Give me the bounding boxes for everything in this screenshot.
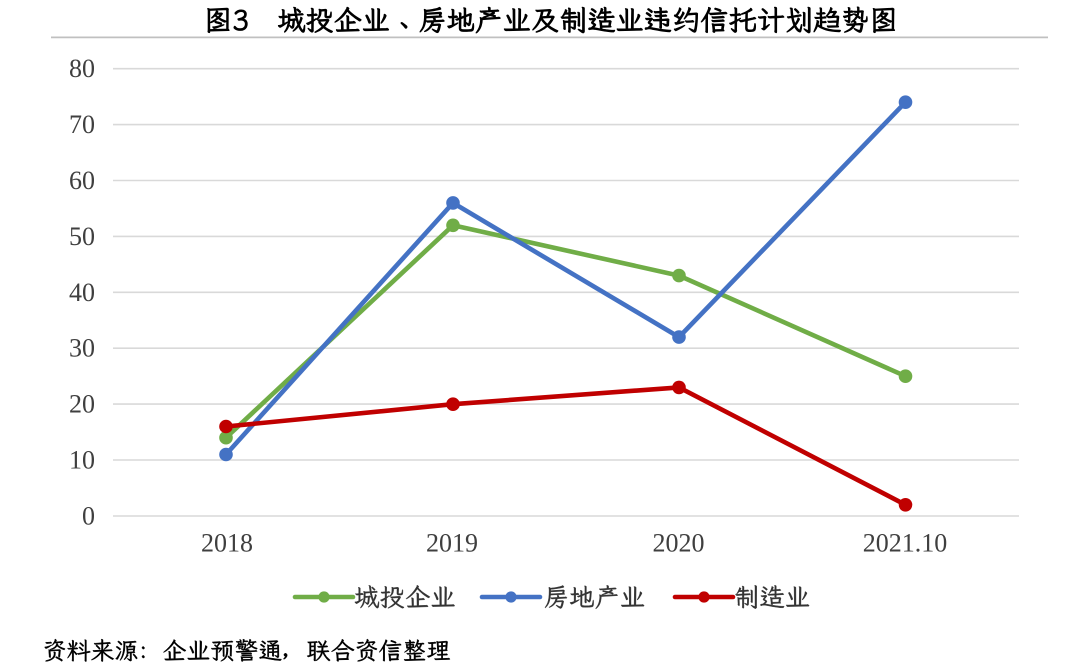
svg-text:10: 10 xyxy=(69,446,95,475)
svg-text:40: 40 xyxy=(69,278,95,307)
svg-text:0: 0 xyxy=(82,502,95,531)
svg-text:2020: 2020 xyxy=(653,529,705,558)
svg-text:30: 30 xyxy=(69,334,95,363)
svg-text:2018: 2018 xyxy=(201,529,253,558)
svg-text:50: 50 xyxy=(69,222,95,251)
svg-text:60: 60 xyxy=(69,166,95,195)
svg-text:80: 80 xyxy=(69,54,95,83)
svg-text:2021.10: 2021.10 xyxy=(863,529,948,558)
svg-text:2019: 2019 xyxy=(426,529,478,558)
svg-text:70: 70 xyxy=(69,110,95,139)
svg-text:20: 20 xyxy=(69,390,95,419)
